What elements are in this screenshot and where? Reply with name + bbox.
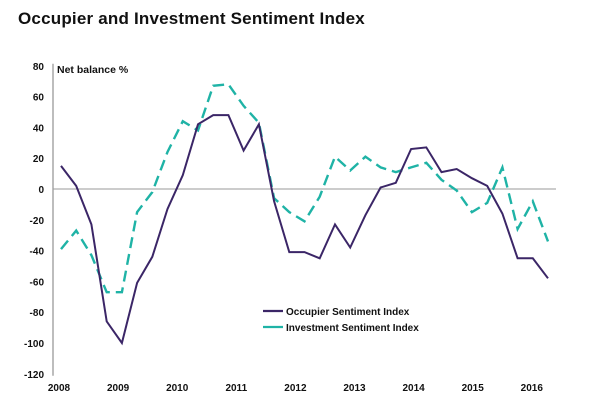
investment-data-point <box>501 166 503 168</box>
occupier-data-point <box>486 185 488 187</box>
x-tick-label: 2009 <box>107 383 130 394</box>
investment-data-point <box>90 254 92 256</box>
investment-data-point <box>319 196 321 198</box>
occupier-data-point <box>258 123 260 125</box>
occupier-data-point <box>410 148 412 150</box>
occupier-data-point <box>167 208 169 210</box>
legend-label: Investment Sentiment Index <box>286 323 419 334</box>
investment-data-point <box>364 156 366 158</box>
occupier-data-point <box>121 342 123 344</box>
occupier-data-point <box>288 251 290 253</box>
investment-data-point <box>304 220 306 222</box>
investment-data-point <box>471 211 473 213</box>
y-tick-label: 60 <box>33 93 45 104</box>
investment-data-point <box>380 166 382 168</box>
investment-data-point <box>334 156 336 158</box>
legend: Occupier Sentiment Index Investment Senti… <box>263 307 419 334</box>
y-tick-label: 80 <box>33 62 45 73</box>
y-tick-label: 40 <box>33 123 45 134</box>
occupier-data-point <box>364 214 366 216</box>
investment-data-point <box>212 85 214 87</box>
investment-data-point <box>227 83 229 85</box>
occupier-data-point <box>90 223 92 225</box>
occupier-data-point <box>425 146 427 148</box>
investment-data-point <box>151 191 153 193</box>
investment-data-point <box>441 179 443 181</box>
x-tick-label: 2015 <box>462 383 485 394</box>
y-tick-label: 20 <box>33 154 45 165</box>
investment-data-point <box>106 291 108 293</box>
y-tick-label: -80 <box>30 308 45 319</box>
series-layer <box>60 83 550 346</box>
investment-data-point <box>486 202 488 204</box>
y-tick-label: 0 <box>38 185 44 196</box>
occupier-data-point <box>547 277 549 279</box>
investment-data-point <box>121 291 123 293</box>
occupier-data-point <box>501 213 503 215</box>
x-tick-label: 2016 <box>521 383 544 394</box>
x-tick-label: 2013 <box>343 383 366 394</box>
occupier-data-point <box>243 150 245 152</box>
occupier-data-point <box>319 257 321 259</box>
occupier-data-point <box>227 114 229 116</box>
occupier-data-point <box>106 320 108 322</box>
investment-data-point <box>288 211 290 213</box>
investment-data-point <box>517 228 519 230</box>
investment-data-point <box>410 166 412 168</box>
x-tick-label: 2010 <box>166 383 189 394</box>
chart-title: Occupier and Investment Sentiment Index <box>18 9 365 28</box>
occupier-data-point <box>60 165 62 167</box>
x-tick-label: 2012 <box>284 383 307 394</box>
investment-data-point <box>243 105 245 107</box>
investment-data-point <box>60 248 62 250</box>
investment-data-point <box>75 230 77 232</box>
legend-label: Occupier Sentiment Index <box>286 307 410 318</box>
investment-data-point <box>456 190 458 192</box>
occupier-data-point <box>395 182 397 184</box>
investment-data-point <box>167 151 169 153</box>
occupier-data-point <box>197 123 199 125</box>
investment-data-point <box>136 211 138 213</box>
investment-data-point <box>425 162 427 164</box>
y-tick-label: -100 <box>24 339 44 350</box>
occupier-data-point <box>304 251 306 253</box>
occupier-data-point <box>517 257 519 259</box>
occupier-data-point <box>380 187 382 189</box>
x-tick-label: 2014 <box>402 383 425 394</box>
occupier-data-point <box>349 247 351 249</box>
y-axis-title: Net balance % <box>57 64 129 76</box>
y-tick-label: -20 <box>30 216 45 227</box>
investment-data-point <box>547 240 549 242</box>
occupier-series-line <box>60 114 549 346</box>
occupier-data-point <box>441 171 443 173</box>
investment-data-point <box>395 171 397 173</box>
y-tick-label: -60 <box>30 277 45 288</box>
occupier-data-point <box>273 200 275 202</box>
occupier-data-point <box>182 174 184 176</box>
occupier-data-point <box>334 223 336 225</box>
investment-data-point <box>532 200 534 202</box>
x-axis-tick-labels: 2008 2009 2010 2011 2012 2013 2014 2015 2016 <box>48 383 543 394</box>
occupier-data-point <box>75 185 77 187</box>
occupier-data-point <box>136 282 138 284</box>
y-tick-label: -40 <box>30 247 45 258</box>
y-tick-label: -120 <box>24 370 44 381</box>
occupier-data-point <box>532 257 534 259</box>
x-tick-label: 2011 <box>225 383 247 394</box>
investment-data-point <box>182 120 184 122</box>
occupier-data-point <box>212 114 214 116</box>
occupier-data-point <box>471 177 473 179</box>
occupier-data-point <box>456 168 458 170</box>
occupier-data-point <box>151 256 153 258</box>
x-tick-label: 2008 <box>48 383 71 394</box>
investment-series-line <box>60 83 550 294</box>
investment-data-point <box>349 170 351 172</box>
y-axis-tick-labels: 80 60 40 20 0 -20 -40 -60 -80 -100 -120 <box>24 62 44 381</box>
